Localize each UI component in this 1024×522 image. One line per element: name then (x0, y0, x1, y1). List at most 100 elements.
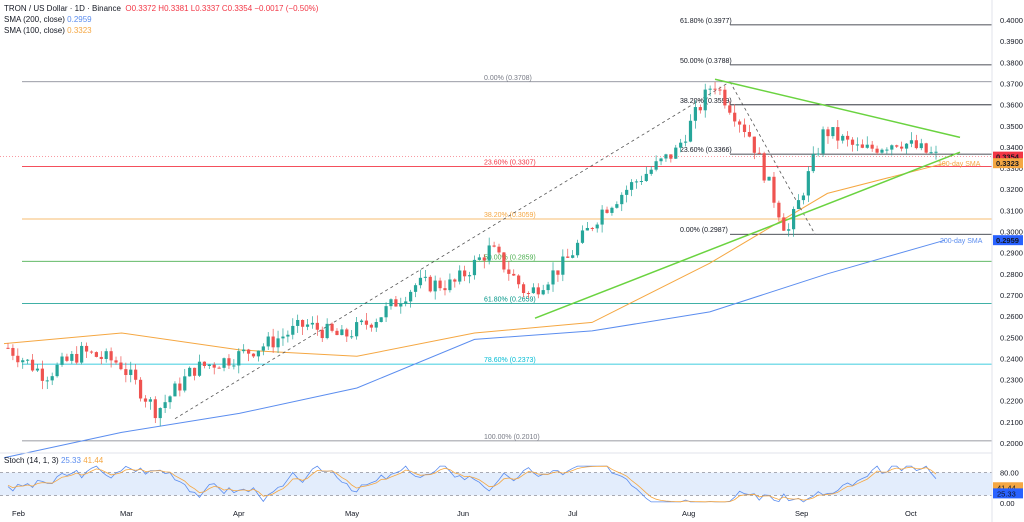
candle-body (801, 195, 806, 201)
candle-body (664, 154, 668, 159)
price-tick-label: 0.2400 (1000, 354, 1023, 363)
candle-body (806, 171, 810, 196)
candle-body (792, 209, 796, 230)
candle-body (192, 367, 197, 376)
candle-body (443, 288, 447, 291)
candle-body (909, 140, 914, 144)
price-tick-label: 0.3500 (1000, 122, 1023, 131)
candle-body (752, 136, 756, 153)
candle-body (831, 127, 835, 137)
candle-body (561, 256, 565, 275)
candle-body (40, 368, 44, 381)
time-tick-label: Aug (682, 509, 695, 518)
candle-body (870, 144, 874, 149)
candle-body (35, 368, 40, 371)
candle-body (418, 277, 423, 286)
sma100-annotation: 100-day SMA (938, 161, 981, 168)
candle-body (286, 334, 290, 337)
candle-body (767, 176, 771, 181)
candle-body (340, 329, 344, 336)
price-tick-label: 0.3000 (1000, 228, 1023, 237)
candle-body (620, 194, 624, 205)
fib-level-label: 0.00% (0.3708) (484, 75, 532, 82)
stoch-d-tag: 41.44 (997, 483, 1016, 492)
candle-body (359, 320, 364, 323)
sma200-legend[interactable]: SMA (200, close) 0.2959 (4, 14, 92, 25)
candle-body (463, 270, 467, 277)
stoch-k-tag: 25.33 (997, 489, 1016, 498)
candle-body (610, 207, 614, 213)
candle-body (850, 139, 855, 145)
sma100-legend[interactable]: SMA (100, close) 0.3323 (4, 25, 92, 36)
candle-body (605, 209, 609, 213)
price-tick-label: 0.2000 (1000, 439, 1023, 448)
candle-body (296, 319, 300, 326)
candle-body (276, 338, 280, 348)
candle-body (355, 322, 359, 337)
symbol-title[interactable]: TRON / US Dollar · 1D · Binance (4, 4, 121, 13)
price-tick-label: 0.2600 (1000, 312, 1023, 321)
candle-body (301, 319, 305, 327)
chart-header: TRON / US Dollar · 1D · Binance O0.3372 … (4, 3, 318, 14)
candle-body (679, 142, 683, 148)
candle-body (742, 124, 747, 132)
candle-body (855, 144, 860, 146)
candle-body (526, 293, 531, 295)
candle-body (865, 144, 869, 148)
candle-body (89, 351, 94, 353)
candle-body (70, 353, 74, 361)
candle-body (811, 153, 815, 172)
stoch-d-line (7, 465, 937, 503)
candle-body (65, 356, 69, 361)
candle-body (148, 399, 152, 402)
candle-body (595, 224, 599, 229)
candle-body (669, 154, 673, 159)
candle-body (55, 364, 59, 377)
candle-body (502, 252, 506, 270)
candle-body (138, 379, 143, 399)
candle-body (517, 275, 521, 285)
candle-body (30, 359, 35, 371)
candle-body (580, 230, 585, 243)
candle-body (649, 169, 653, 174)
candle-body (934, 151, 938, 153)
time-tick-label: Jun (457, 509, 469, 518)
candle-body (315, 322, 319, 330)
candle-body (836, 127, 840, 141)
stoch-k-line (7, 465, 937, 503)
candle-body (708, 88, 712, 90)
moving-averages: 100-day SMA 200-day SMA (3, 161, 983, 459)
candle-body (629, 182, 634, 190)
candle-body (551, 270, 555, 285)
candle-body (782, 217, 786, 231)
candle-body (895, 145, 899, 147)
candle-body (816, 153, 820, 155)
stoch-legend-label: Stoch (14, 1, 3) (4, 456, 59, 465)
candle-body (197, 361, 202, 376)
candle-body (99, 356, 103, 359)
candle-body (256, 350, 261, 357)
support-trendline (534, 151, 961, 319)
candle-body (693, 107, 698, 121)
stoch-legend[interactable]: Stoch (14, 1, 3) 25.33 41.44 (4, 455, 103, 466)
fib-ext-label: 23.60% (0.3366) (680, 147, 732, 154)
candle-body (728, 105, 732, 113)
candle-body (575, 242, 580, 256)
candle-body (904, 143, 909, 149)
candle-body (639, 181, 643, 183)
resistance-trendline (714, 78, 961, 139)
candle-body (929, 152, 933, 154)
candle-body (379, 317, 383, 322)
candle-body (683, 141, 688, 143)
price-tick-label: 0.2200 (1000, 397, 1023, 406)
stoch-band (0, 472, 992, 496)
time-tick-label: May (345, 509, 359, 518)
sma100-price-tag-bg (993, 158, 1023, 169)
fib-ext-label: 50.00% (0.3788) (680, 58, 732, 65)
fib-level-label: 100.00% (0.2010) (484, 434, 540, 441)
price-tick-label: 0.4000 (1000, 16, 1023, 25)
time-tick-label: Oct (905, 509, 918, 518)
price-tick-label: 0.3100 (1000, 206, 1023, 215)
